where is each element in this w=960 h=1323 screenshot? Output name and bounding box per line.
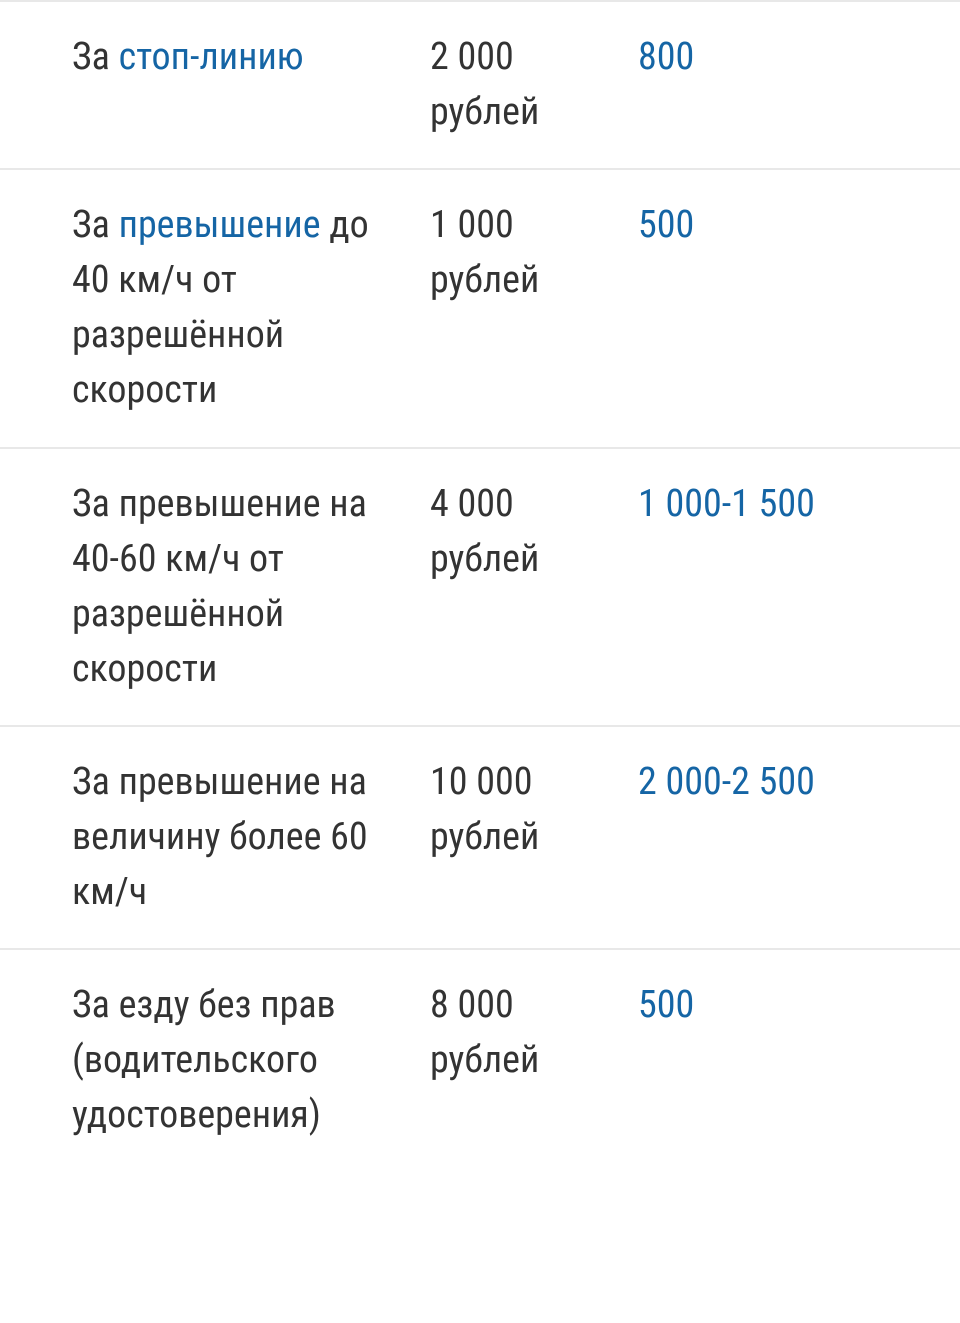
fine-cell: 1 000 рублей [430,198,638,418]
violation-cell: За превышение на величину более 60 км/ч [0,755,430,920]
fine-cell: 2 000 рублей [430,30,638,140]
discount-cell[interactable]: 2 000-2 500 [638,755,960,920]
table-row: За превышение на величину более 60 км/ч … [0,727,960,950]
violation-cell: За превышение до 40 км/ч от разрешённой … [0,198,430,418]
discount-cell[interactable]: 800 [638,30,960,140]
violation-text-prefix: За езду без прав (водительского удостове… [72,983,336,1137]
fine-cell: 10 000 рублей [430,755,638,920]
fines-table: За стоп-линию 2 000 рублей 800 За превыш… [0,0,960,1172]
violation-text-prefix: За [72,203,119,247]
discount-cell[interactable]: 500 [638,978,960,1143]
table-row: За превышение до 40 км/ч от разрешённой … [0,170,960,448]
violation-cell: За стоп-линию [0,30,430,140]
fine-cell: 8 000 рублей [430,978,638,1143]
violation-cell: За езду без прав (водительского удостове… [0,978,430,1143]
violation-text-prefix: За превышение на величину более 60 км/ч [72,760,368,914]
violation-link[interactable]: превышение [119,203,321,247]
violation-text-prefix: За [72,35,119,79]
discount-cell[interactable]: 500 [638,198,960,418]
violation-text-prefix: За превышение на 40-60 км/ч от разрешённ… [72,482,367,691]
violation-cell: За превышение на 40-60 км/ч от разрешённ… [0,477,430,697]
table-row: За превышение на 40-60 км/ч от разрешённ… [0,449,960,727]
table-row: За стоп-линию 2 000 рублей 800 [0,0,960,170]
violation-link[interactable]: стоп-линию [119,35,304,79]
table-row: За езду без прав (водительского удостове… [0,950,960,1171]
fine-cell: 4 000 рублей [430,477,638,697]
discount-cell[interactable]: 1 000-1 500 [638,477,960,697]
